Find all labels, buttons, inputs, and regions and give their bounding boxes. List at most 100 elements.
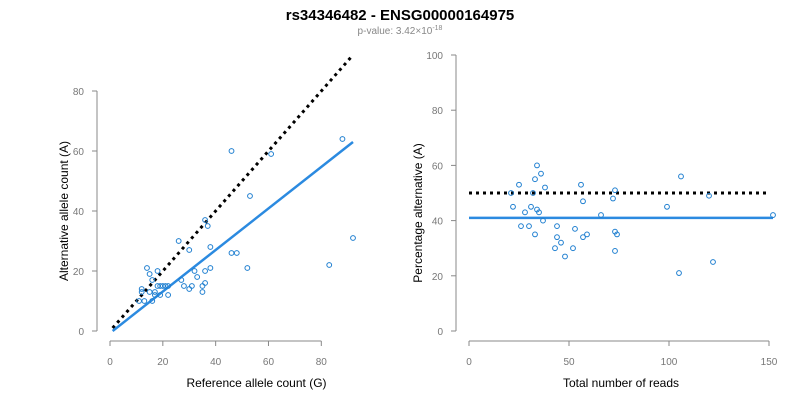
data-point	[526, 223, 532, 230]
data-point	[676, 270, 682, 276]
data-point	[534, 162, 540, 169]
y-tick-label: 100	[426, 51, 443, 62]
x-tick-label: 100	[661, 357, 678, 368]
data-point	[228, 148, 235, 154]
y-tick-label: 40	[73, 207, 85, 218]
data-point	[138, 286, 145, 292]
data-point	[165, 292, 172, 298]
chart-subtitle: p-value: 3.42×10-18	[358, 25, 443, 37]
data-point	[552, 245, 558, 252]
data-point	[138, 289, 145, 295]
y-tick-label: 60	[73, 147, 85, 158]
data-point	[554, 223, 560, 230]
y-axis-label: Percentage alternative (A)	[411, 143, 425, 282]
data-point	[165, 283, 172, 289]
data-point	[207, 265, 214, 271]
x-axis-label: Reference allele count (G)	[186, 376, 326, 390]
data-point	[146, 289, 153, 295]
data-point	[580, 234, 586, 241]
data-point	[612, 248, 618, 254]
percentage-alternative-scatter-panel: 0 50 100 150 0 20 40 60 80 100 Total number of rea…	[411, 51, 778, 390]
data-point	[706, 192, 712, 199]
data-point	[612, 187, 618, 194]
chart-title: rs34346482 - ENSG00000164975	[286, 7, 515, 24]
data-point	[350, 235, 356, 241]
subtitle-pvalue-exponent: -18	[432, 25, 442, 32]
data-point	[141, 298, 148, 304]
data-point	[598, 212, 604, 218]
data-point	[186, 286, 193, 292]
data-point	[530, 190, 536, 196]
x-axis-label: Total number of reads	[563, 376, 679, 390]
data-point	[664, 203, 670, 210]
allele-count-scatter-panel: 0 20 40 60 80 0 20 40 60 80 Reference allele count…	[57, 54, 356, 390]
data-point	[202, 280, 208, 286]
y-tick-label: 40	[432, 217, 444, 228]
data-point	[532, 176, 538, 183]
y-tick-label: 20	[432, 272, 444, 283]
data-point	[558, 239, 564, 246]
data-point	[508, 190, 514, 196]
data-point	[578, 181, 584, 188]
data-point	[532, 231, 538, 238]
data-point	[154, 268, 161, 274]
data-point	[162, 283, 169, 289]
x-tick-label: 20	[157, 357, 169, 368]
data-point	[178, 277, 185, 283]
data-point	[228, 250, 235, 256]
data-point	[614, 231, 620, 238]
data-point	[584, 231, 590, 238]
data-point	[194, 274, 201, 280]
data-point	[207, 244, 214, 250]
data-point	[710, 259, 716, 265]
data-point	[149, 277, 156, 283]
y-tick-label: 80	[73, 87, 85, 98]
x-tick-label: 40	[210, 357, 222, 368]
data-point	[247, 193, 253, 199]
data-point	[268, 151, 275, 157]
data-point	[522, 209, 528, 216]
data-point	[244, 265, 251, 271]
data-point	[199, 289, 206, 295]
data-point	[678, 173, 684, 180]
x-tick-label: 0	[107, 357, 113, 368]
reference-line	[111, 54, 355, 329]
x-tick-label: 150	[761, 357, 778, 368]
y-tick-label: 60	[432, 161, 444, 172]
x-tick-label: 80	[316, 357, 328, 368]
data-point	[554, 234, 560, 241]
x-tick-label: 60	[263, 357, 275, 368]
x-tick-label: 50	[563, 357, 575, 368]
data-point	[202, 217, 208, 223]
data-point	[157, 292, 164, 298]
y-tick-label: 80	[432, 106, 444, 117]
data-point	[204, 223, 211, 229]
data-point	[149, 298, 156, 304]
data-point	[572, 225, 578, 232]
data-point	[146, 271, 153, 277]
data-point	[528, 203, 534, 210]
data-point	[181, 283, 187, 289]
x-tick-label: 0	[466, 357, 472, 368]
data-point	[144, 265, 150, 271]
data-point	[186, 247, 193, 253]
data-point	[188, 283, 195, 289]
y-tick-label: 0	[437, 327, 443, 338]
data-point	[191, 268, 198, 274]
data-point	[202, 268, 208, 274]
y-axis-label: Alternative allele count (A)	[57, 141, 71, 281]
data-point	[770, 212, 776, 218]
data-point	[542, 184, 548, 191]
data-point	[538, 170, 544, 177]
y-tick-label: 20	[73, 267, 85, 278]
data-point	[152, 289, 158, 295]
fit-line	[111, 141, 354, 332]
data-point	[339, 136, 346, 142]
data-point	[580, 198, 586, 205]
data-point	[199, 283, 206, 289]
data-point	[610, 195, 616, 202]
data-point	[175, 238, 182, 244]
data-point	[516, 181, 522, 188]
data-point	[562, 253, 568, 260]
